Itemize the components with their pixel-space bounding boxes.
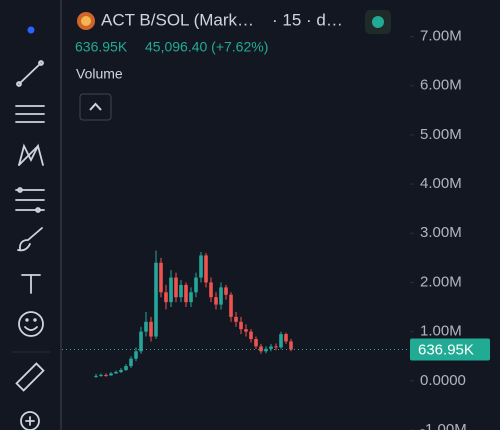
candle-body: [144, 321, 148, 332]
emoji-tool[interactable]: [18, 311, 44, 337]
hlines-tool[interactable]: [15, 105, 45, 123]
candle-body: [114, 371, 118, 374]
candle-body: [194, 277, 198, 293]
candle-body: [289, 341, 293, 350]
candle-body: [119, 370, 123, 372]
collapse-button[interactable]: [79, 93, 112, 121]
y-tick-label: 2.00M: [420, 273, 462, 290]
y-tick-label: 3.00M: [420, 224, 462, 241]
chart-subtitle: · 15 · d…: [272, 10, 343, 29]
y-tick-label: 1.00M: [420, 323, 462, 340]
candle-body: [284, 334, 288, 342]
candle-body: [264, 348, 268, 352]
y-tick-label: -1.00M: [420, 421, 467, 430]
y-tick-label: 5.00M: [420, 126, 462, 143]
candle-body: [104, 374, 108, 376]
last-price-box: [410, 338, 490, 361]
symbol-logo-inner: [81, 16, 91, 26]
candle-body: [274, 346, 278, 348]
candle-body: [174, 277, 178, 298]
candle-body: [209, 282, 213, 298]
candle-body: [164, 292, 168, 303]
pattern-tool[interactable]: [18, 143, 44, 166]
candle-body: [124, 366, 128, 370]
price-change: 45,096.40 (+7.62%): [145, 39, 268, 55]
trend-line-tool[interactable]: [16, 60, 44, 87]
candle-body: [244, 329, 248, 332]
candle-body: [94, 375, 98, 377]
candle-body: [239, 321, 243, 330]
brush-tool[interactable]: [17, 227, 43, 252]
last-price-axis-label: 636.95K: [418, 341, 474, 358]
candle-body: [179, 284, 183, 298]
candle-body: [109, 373, 113, 376]
collapse-chevron: [89, 102, 102, 111]
chart-title[interactable]: ACT B/SOL (Mark…: [101, 10, 254, 29]
status-dot: [372, 16, 384, 28]
candle-body: [184, 284, 188, 303]
text-tool[interactable]: [21, 274, 41, 294]
candle-body: [189, 292, 193, 303]
candle-body: [249, 331, 253, 340]
candle-body: [279, 334, 283, 348]
candle-body: [159, 262, 163, 293]
candle-body: [199, 255, 203, 278]
candle-body: [129, 358, 133, 367]
candle-body: [169, 277, 173, 303]
y-tick-label: 7.00M: [420, 28, 462, 45]
candle-body: [214, 297, 218, 305]
candle-body: [204, 255, 208, 283]
last-price: 636.95K: [75, 39, 128, 55]
y-tick-label: 4.00M: [420, 175, 462, 192]
candle-body: [269, 346, 273, 349]
candle-body: [134, 351, 138, 359]
fib-tool[interactable]: [15, 187, 45, 213]
candle-body: [254, 339, 258, 347]
indicator-label: Volume: [76, 66, 123, 82]
candle-body: [219, 287, 223, 305]
candle-body: [229, 294, 233, 317]
y-tick-label: 6.00M: [420, 77, 462, 94]
candle-body: [234, 316, 238, 322]
ruler-tool[interactable]: [15, 362, 45, 392]
y-tick-label: 0.0000: [420, 372, 466, 389]
toolbar-dot[interactable]: [27, 26, 35, 34]
toolbar: [0, 0, 60, 430]
candle-body: [99, 374, 103, 376]
zoom-tool[interactable]: [20, 411, 40, 430]
candle-body: [149, 321, 153, 337]
candle-body: [224, 287, 228, 295]
candle-body: [154, 262, 158, 337]
candle-body: [259, 346, 263, 352]
candle-body: [139, 331, 143, 352]
